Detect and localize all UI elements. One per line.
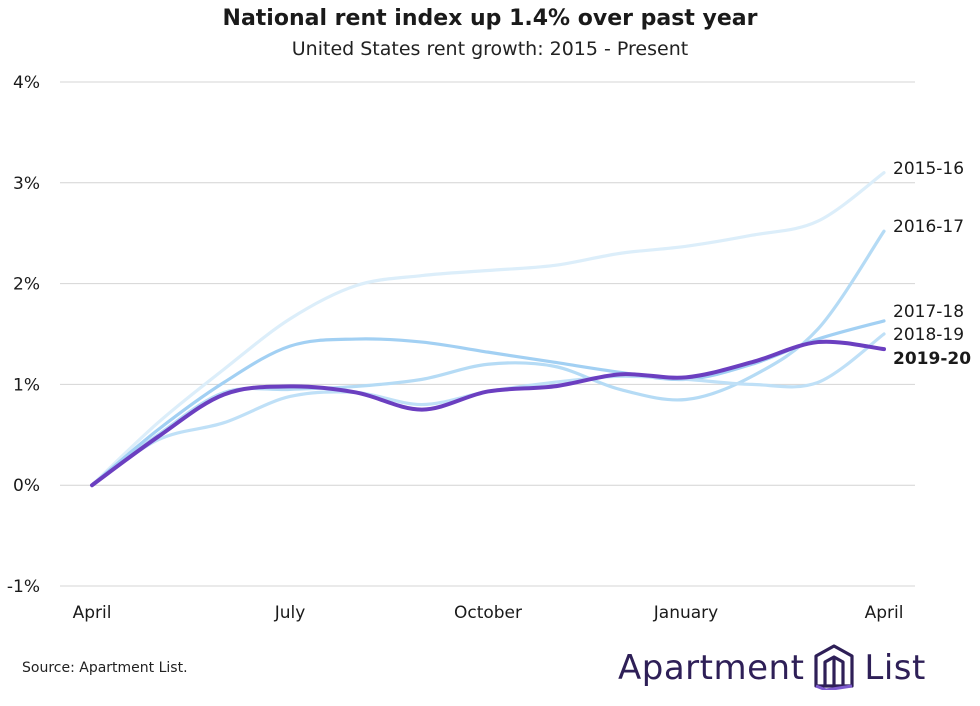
x-tick-label: January [653,603,718,623]
x-tick-label: July [274,603,306,623]
apartment-list-logo: Apartment List [618,642,926,695]
series-label-2018-19: 2018-19 [893,325,964,345]
gridlines [60,81,915,587]
source-note: Source: Apartment List. [22,660,188,676]
series-label-2017-18: 2017-18 [893,302,964,322]
logo-word-left: Apartment [618,648,805,688]
y-tick-label: 2% [13,275,40,295]
y-tick-label: 3% [13,174,40,194]
y-axis-ticks: -1% 0% 1% 2% 3% 4% [7,73,40,597]
y-tick-label: 0% [13,476,40,496]
series-line-2017-18 [90,319,886,487]
building-icon [812,642,856,695]
series-label-2016-17: 2016-17 [893,217,964,237]
series-line-2015-16 [90,171,886,487]
x-tick-label: April [73,603,112,623]
chart-subtitle: United States rent growth: 2015 - Presen… [291,38,689,60]
x-tick-label: October [454,603,522,623]
series-label-2015-16: 2015-16 [893,159,964,179]
x-tick-label: April [865,603,904,623]
series-labels: 2015-16 2016-17 2017-18 2018-19 2019-20 [893,159,971,369]
x-axis-ticks: April July October January April [73,603,904,623]
y-tick-label: -1% [7,577,40,597]
y-tick-label: 1% [13,375,40,395]
series-label-2019-20: 2019-20 [893,349,971,369]
series-lines [90,171,886,488]
logo-word-right: List [864,648,926,688]
chart-title: National rent index up 1.4% over past ye… [222,6,758,31]
y-tick-label: 4% [13,73,40,93]
series-line-2019-20 [90,339,886,488]
